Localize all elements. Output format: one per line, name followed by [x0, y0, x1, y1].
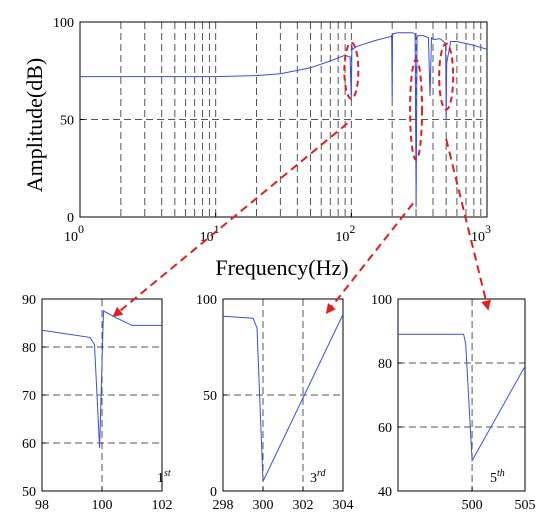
x-tick-label: 102 — [335, 222, 355, 245]
zoom-arrow — [112, 122, 348, 318]
series-line — [41, 310, 162, 448]
x-tick-label: 100 — [64, 222, 84, 245]
zoom-ellipse — [409, 58, 424, 161]
y-tick-label: 50 — [203, 389, 217, 404]
y-tick-label: 100 — [371, 293, 392, 308]
x-tick-label: 103 — [471, 222, 491, 245]
harmonic-label-1st: 1st — [157, 468, 171, 486]
x-tick-label: 505 — [515, 498, 536, 513]
series-line — [80, 32, 488, 208]
y-axis-label: Amplitude(dB) — [22, 58, 47, 192]
y-tick-label: 0 — [67, 211, 74, 226]
x-tick-label: 102 — [152, 498, 173, 513]
y-tick-label: 50 — [22, 485, 36, 500]
harmonic-label-3rd: 3rd — [310, 468, 327, 486]
chart-zoom-3rd: 298 300 302 304 0 50 100 — [196, 293, 354, 513]
zoom-overlay — [112, 41, 491, 318]
series-line — [398, 333, 526, 463]
zoom-arrow — [325, 202, 414, 315]
y-tick-label: 80 — [22, 341, 36, 356]
zoom-ellipse — [343, 41, 360, 100]
y-tick-label: 100 — [53, 16, 74, 31]
y-tick-label: 60 — [22, 437, 36, 452]
x-tick-label: 298 — [213, 498, 234, 513]
y-tick-label: 60 — [378, 421, 392, 436]
series-line — [222, 314, 344, 482]
y-tick-label: 90 — [22, 293, 36, 308]
x-tick-label: 300 — [253, 498, 274, 513]
x-axis-label: Frequency(Hz) — [215, 255, 348, 280]
x-tick-label: 304 — [333, 498, 354, 513]
x-tick-label: 98 — [35, 498, 49, 513]
x-tick-label: 302 — [293, 498, 314, 513]
harmonic-label-5th: 5th — [490, 468, 505, 486]
y-tick-label: 0 — [210, 485, 217, 500]
x-tick-label: 100 — [92, 498, 113, 513]
x-tick-label: 500 — [462, 498, 483, 513]
y-tick-label: 70 — [22, 389, 36, 404]
chart-zoom-1st: 98 100 102 50 60 70 80 90 — [22, 293, 173, 513]
zoom-arrow — [445, 138, 491, 311]
y-tick-label: 80 — [378, 357, 392, 372]
axes-frame — [397, 298, 526, 492]
chart-zoom-5th: 500 505 40 60 80 100 — [371, 293, 536, 513]
y-tick-label: 100 — [196, 293, 217, 308]
zoom-ellipse — [438, 42, 455, 111]
y-tick-label: 40 — [378, 485, 392, 500]
y-tick-label: 50 — [60, 114, 74, 129]
